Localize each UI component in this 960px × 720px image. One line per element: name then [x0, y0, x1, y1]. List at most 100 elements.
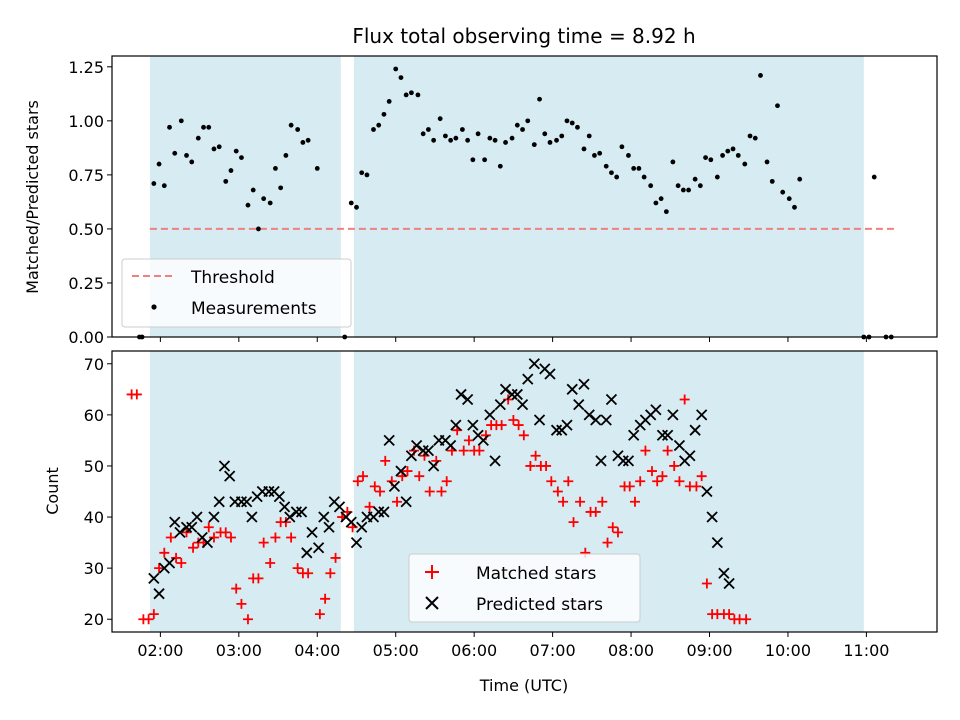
- top-legend-box: [121, 258, 352, 328]
- measurement-point: [376, 122, 382, 128]
- matched-star-point: [669, 460, 680, 471]
- predicted-star-point: [224, 470, 236, 482]
- measurement-point: [273, 166, 278, 171]
- measurement-point: [426, 127, 431, 132]
- matched-star-point: [696, 471, 707, 482]
- predicted-star-point: [208, 511, 220, 523]
- predicted-star-point: [241, 496, 253, 508]
- matched-star-point: [154, 563, 165, 574]
- x-tick-label: 07:00: [530, 641, 576, 660]
- predicted-star-point: [467, 419, 479, 431]
- predicted-star-point: [410, 439, 423, 452]
- predicted-star-point: [617, 455, 629, 467]
- measurement-point: [559, 133, 565, 139]
- measurement-point: [278, 185, 284, 191]
- measurement-point: [509, 135, 515, 141]
- measurement-point: [692, 176, 698, 182]
- measurement-point: [300, 140, 306, 145]
- y-tick-label: 0.00: [68, 328, 104, 347]
- predicted-legend-label: Predicted stars: [476, 595, 603, 615]
- top-axes-frame: [111, 55, 938, 338]
- matched-star-point: [320, 593, 331, 604]
- measurement-point: [752, 135, 758, 141]
- measurement-point: [386, 98, 392, 104]
- predicted-star-point: [455, 388, 467, 401]
- measurement-point: [295, 127, 301, 132]
- measurement-point: [575, 124, 580, 130]
- measurement-point: [314, 166, 320, 171]
- matched-star-point: [635, 476, 646, 487]
- predicted-star-point: [163, 557, 176, 569]
- predicted-star-point: [718, 567, 730, 579]
- y-tick-label: 20: [84, 610, 104, 629]
- matched-star-point: [518, 430, 529, 441]
- matched-star-point: [513, 420, 524, 431]
- matched-star-point: [176, 558, 187, 569]
- matched-star-point: [558, 496, 569, 507]
- measurement-points: [137, 66, 894, 340]
- matched-star-point: [629, 496, 640, 507]
- predicted-star-point: [696, 409, 708, 421]
- matched-star-point: [602, 537, 613, 548]
- matched-star-point: [286, 532, 297, 543]
- matched-star-point: [330, 552, 341, 563]
- predicted-star-point: [578, 378, 590, 390]
- measurement-point: [675, 183, 681, 189]
- x-tick-label: 02:00: [137, 641, 183, 660]
- matched-star-point: [402, 466, 413, 477]
- measurement-point: [475, 131, 481, 137]
- predicted-star-point: [278, 501, 291, 513]
- bottom-x-axis-ticks: 02:00 03:00 04:00 05:00 06:00 07:00 08:00 09:00…: [137, 632, 889, 660]
- threshold-legend-label: Threshold: [190, 268, 275, 288]
- measurement-point: [178, 118, 184, 124]
- matched-star-point: [369, 481, 380, 492]
- measurement-point: [437, 116, 443, 122]
- matched-star-point: [358, 471, 369, 482]
- predicted-star-point: [306, 526, 318, 539]
- matched-star-point: [652, 476, 663, 487]
- predicted-star-point: [235, 496, 248, 508]
- measurement-point: [216, 144, 222, 150]
- matched-star-point: [375, 486, 386, 497]
- x-tick-label: 11:00: [843, 641, 889, 660]
- predicted-star-point: [484, 409, 496, 421]
- measurement-point: [233, 148, 239, 154]
- matched-star-point: [292, 563, 303, 574]
- measurement-point: [775, 103, 780, 109]
- top-panel: Flux total observing time = 8.92 h 0.000…: [23, 24, 938, 347]
- matched-star-point: [590, 506, 601, 517]
- predicted-star-point: [711, 536, 723, 549]
- matched-star-point: [258, 537, 269, 548]
- matched-star-point: [265, 558, 276, 569]
- predicted-star-point: [213, 496, 225, 508]
- matched-star-point: [225, 532, 236, 543]
- predicted-star-point: [516, 399, 529, 411]
- predicted-star-point: [477, 434, 489, 447]
- predicted-star-point: [218, 460, 231, 472]
- measurement-point: [267, 200, 273, 206]
- matched-star-point: [208, 532, 219, 543]
- y-tick-label: 0.25: [68, 274, 104, 293]
- matched-star-point: [458, 445, 469, 456]
- measurement-point: [403, 92, 409, 98]
- measurement-point: [603, 163, 609, 169]
- measurement-point: [288, 122, 294, 128]
- predicted-star-point: [378, 506, 390, 518]
- measurement-point: [497, 163, 503, 169]
- matched-star-point: [441, 476, 452, 487]
- matched-star-point: [563, 476, 574, 487]
- measurement-point: [206, 124, 212, 130]
- measurement-point: [195, 135, 201, 141]
- measurement-point: [554, 137, 559, 143]
- measurement-point: [228, 168, 234, 173]
- predicted-star-point: [273, 490, 285, 503]
- bottom-panel: 20 30 40 50 60 70 02:00 03:00 04:00 05:00 06:00 07…: [43, 350, 938, 695]
- y-tick-label: 60: [84, 406, 104, 425]
- matched-star-point: [424, 486, 435, 497]
- measurement-point: [592, 153, 597, 158]
- predicted-star-point: [450, 419, 462, 431]
- measurement-point: [201, 124, 206, 130]
- predicted-star-point: [566, 383, 578, 395]
- bottom-legend: Matched stars Predicted stars: [408, 553, 641, 623]
